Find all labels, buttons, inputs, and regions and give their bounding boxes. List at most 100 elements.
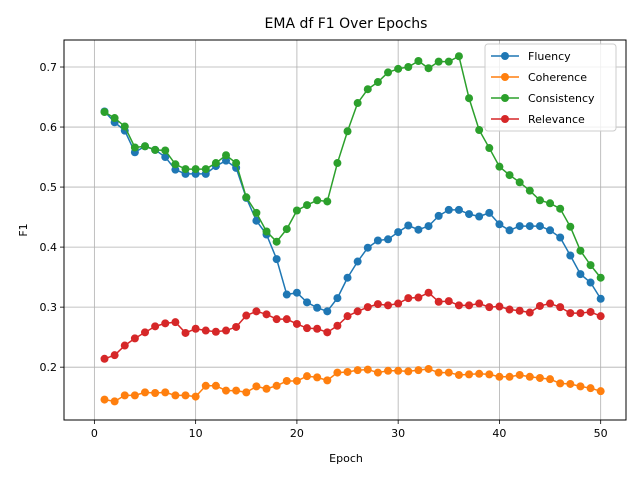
data-point-coherence (110, 397, 119, 406)
data-point-fluency (495, 220, 504, 229)
legend-marker-coherence (501, 73, 509, 81)
data-point-fluency (475, 212, 484, 221)
data-point-relevance (313, 324, 322, 333)
data-point-consistency (576, 246, 585, 255)
data-point-consistency (181, 165, 190, 174)
data-point-relevance (475, 299, 484, 308)
data-point-consistency (586, 261, 595, 270)
series-coherence (100, 364, 605, 406)
series-relevance (100, 288, 605, 363)
data-point-coherence (191, 392, 200, 401)
y-tick-label: 0.6 (40, 121, 58, 134)
data-point-consistency (110, 114, 119, 123)
data-point-relevance (444, 297, 453, 306)
data-point-consistency (535, 196, 544, 205)
data-point-coherence (292, 376, 301, 385)
data-point-relevance (505, 305, 514, 314)
data-point-coherence (586, 384, 595, 393)
data-point-consistency (404, 63, 413, 72)
data-point-fluency (465, 210, 474, 219)
data-point-relevance (404, 294, 413, 303)
data-point-coherence (373, 368, 382, 377)
y-tick-label: 0.3 (40, 301, 58, 314)
data-point-relevance (434, 297, 443, 306)
data-point-fluency (313, 303, 322, 312)
data-point-coherence (272, 381, 281, 390)
y-axis-label: F1 (17, 223, 30, 236)
data-point-relevance (141, 328, 150, 337)
data-point-coherence (394, 366, 403, 375)
data-point-coherence (505, 372, 514, 381)
data-point-coherence (100, 395, 109, 404)
data-point-consistency (201, 165, 210, 174)
legend-marker-consistency (501, 94, 509, 102)
data-point-fluency (515, 222, 524, 231)
data-point-relevance (485, 303, 494, 312)
data-point-consistency (222, 151, 231, 160)
data-point-fluency (282, 290, 291, 299)
data-point-consistency (100, 108, 109, 117)
data-point-coherence (576, 382, 585, 391)
data-point-coherence (596, 387, 605, 396)
data-point-fluency (343, 273, 352, 282)
data-point-coherence (566, 379, 575, 388)
x-tick-label: 30 (391, 427, 405, 440)
data-point-coherence (333, 368, 342, 377)
data-point-consistency (465, 94, 474, 103)
data-point-fluency (323, 307, 332, 316)
data-point-consistency (120, 122, 129, 131)
data-point-coherence (282, 376, 291, 385)
data-point-coherence (313, 373, 322, 382)
data-point-fluency (556, 233, 565, 242)
data-point-coherence (232, 386, 241, 395)
data-point-fluency (525, 222, 534, 231)
data-point-consistency (363, 85, 372, 94)
data-point-coherence (130, 391, 139, 400)
data-point-relevance (171, 318, 180, 327)
data-point-coherence (141, 388, 150, 397)
data-point-fluency (384, 235, 393, 244)
data-point-relevance (191, 324, 200, 333)
data-point-coherence (434, 368, 443, 377)
data-point-fluency (252, 216, 261, 225)
data-point-fluency (586, 278, 595, 287)
data-point-fluency (414, 225, 423, 234)
data-point-coherence (495, 372, 504, 381)
x-tick-label: 20 (290, 427, 304, 440)
legend-label-coherence: Coherence (528, 71, 587, 84)
data-point-fluency (424, 222, 433, 231)
data-point-consistency (191, 165, 200, 174)
data-point-relevance (120, 341, 129, 350)
data-point-fluency (373, 236, 382, 245)
data-point-consistency (434, 57, 443, 66)
data-point-relevance (323, 328, 332, 337)
data-point-fluency (566, 251, 575, 260)
data-point-consistency (141, 142, 150, 151)
data-point-fluency (505, 226, 514, 235)
data-point-fluency (596, 294, 605, 303)
data-point-consistency (515, 178, 524, 187)
series-layer (100, 52, 605, 406)
y-tick-label: 0.4 (40, 241, 58, 254)
data-point-consistency (475, 126, 484, 135)
data-point-consistency (171, 160, 180, 169)
data-point-relevance (303, 324, 312, 333)
data-point-consistency (525, 186, 534, 195)
data-point-relevance (465, 301, 474, 310)
legend-label-relevance: Relevance (528, 113, 585, 126)
x-tick-label: 40 (492, 427, 506, 440)
data-point-consistency (546, 199, 555, 208)
data-point-consistency (323, 197, 332, 206)
data-point-fluency (576, 270, 585, 279)
data-point-relevance (232, 322, 241, 331)
data-point-relevance (586, 307, 595, 316)
legend-entry-coherence: Coherence (491, 71, 587, 84)
series-consistency (100, 52, 605, 282)
legend-entry-fluency: Fluency (491, 50, 571, 63)
data-point-coherence (475, 369, 484, 378)
legend-marker-fluency (501, 52, 509, 60)
data-point-coherence (303, 372, 312, 381)
data-point-relevance (495, 302, 504, 311)
y-tick-label: 0.7 (40, 61, 58, 74)
